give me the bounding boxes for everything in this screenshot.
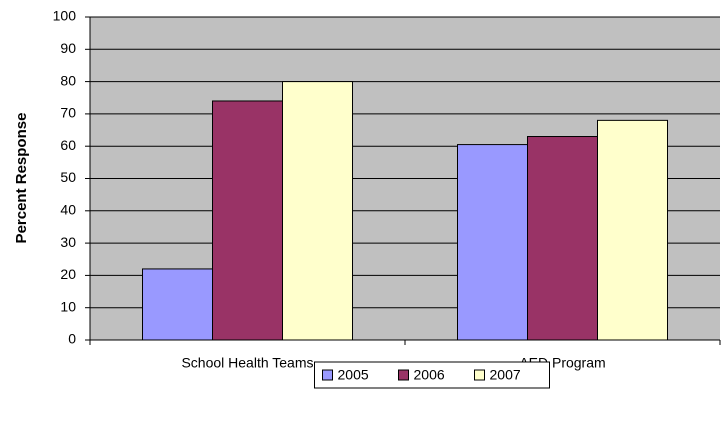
y-tick-label: 70 [60,105,76,121]
bar [142,268,213,341]
legend-box [314,361,550,389]
y-tick-label: 100 [53,8,77,24]
legend-label: 2005 [338,367,369,383]
y-tick-label: 80 [60,72,76,88]
legend-swatch [398,369,409,381]
y-axis-label: Percent Response [13,113,30,244]
y-tick-label: 10 [60,298,76,314]
x-tick-label: School Health Teams [181,355,313,371]
y-tick-label: 20 [60,266,76,282]
bar [527,136,598,341]
legend-swatch [322,369,333,381]
y-tick-label: 30 [60,234,76,250]
y-tick-label: 40 [60,202,76,218]
legend-label: 2006 [414,367,445,383]
bar [457,144,528,341]
y-tick-label: 90 [60,40,76,56]
y-tick-label: 0 [68,331,76,347]
y-tick-label: 50 [60,169,76,185]
bar [597,119,668,341]
bar [282,81,353,341]
legend-label: 2007 [490,367,521,383]
bar [212,100,283,341]
y-tick-label: 60 [60,137,76,153]
legend-swatch [474,369,485,381]
